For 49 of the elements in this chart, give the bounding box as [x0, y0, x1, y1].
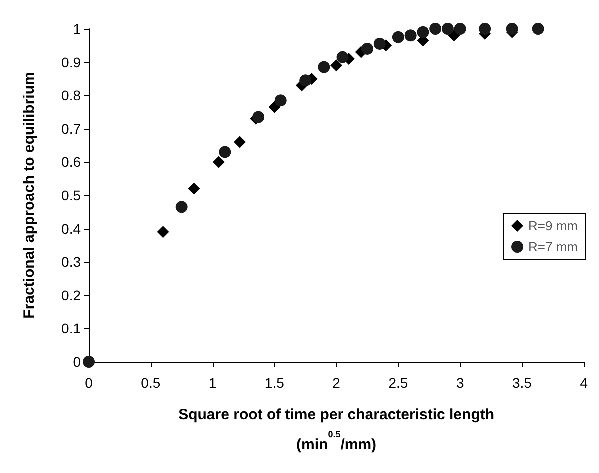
- y-tick-label: 0.9: [62, 54, 82, 70]
- point: [442, 23, 454, 35]
- point: [330, 60, 343, 72]
- point: [454, 23, 466, 35]
- point: [274, 94, 287, 107]
- x-tick-label: 2.5: [388, 375, 408, 391]
- point: [188, 182, 200, 195]
- point: [404, 30, 417, 42]
- point: [532, 23, 544, 35]
- point: [318, 61, 330, 74]
- y-tick-label: 0.3: [62, 254, 82, 270]
- x-tick-label: 0.5: [141, 375, 161, 391]
- x-tick-label: 0: [85, 375, 94, 391]
- x-tick-label: 1: [208, 375, 217, 391]
- y-tick-label: 0.8: [62, 88, 82, 104]
- point: [176, 201, 188, 214]
- x-tick-label: 3.5: [512, 375, 532, 391]
- point: [506, 23, 518, 35]
- point: [212, 156, 225, 168]
- point: [252, 111, 265, 124]
- y-tick-label: 0.1: [62, 320, 82, 337]
- y-tick-label: 0.7: [62, 120, 82, 137]
- point: [362, 42, 374, 55]
- legend-label: R=9 mm: [528, 218, 578, 234]
- y-tick-label: 0.4: [62, 220, 82, 237]
- point: [430, 23, 442, 35]
- point: [268, 101, 281, 114]
- x-tick-label: 1.5: [264, 375, 285, 391]
- point: [157, 226, 170, 238]
- y-tick-label: 1: [73, 21, 82, 37]
- point: [374, 38, 386, 50]
- x-tick-label: 3: [456, 375, 464, 391]
- y-axis-title: Fractional approach to equilibrium: [21, 72, 38, 319]
- y-tick-label: 0.6: [62, 154, 82, 170]
- point: [336, 51, 349, 64]
- y-tick-label: 0.5: [62, 188, 82, 204]
- y-tick-label: 0.2: [62, 287, 82, 304]
- point: [300, 74, 312, 87]
- legend-label: R=7 mm: [528, 240, 578, 254]
- x-axis-title: Square root of time per characteristic length (min0.5/mm): [178, 406, 495, 454]
- point: [219, 146, 232, 158]
- x-tick-label: 4: [580, 375, 588, 391]
- point: [234, 136, 246, 148]
- x-tick-label: 2: [332, 375, 341, 391]
- y-tick-label: 0: [73, 354, 82, 370]
- point: [83, 356, 95, 368]
- point: [417, 26, 430, 38]
- point: [392, 31, 404, 44]
- point: [479, 23, 492, 35]
